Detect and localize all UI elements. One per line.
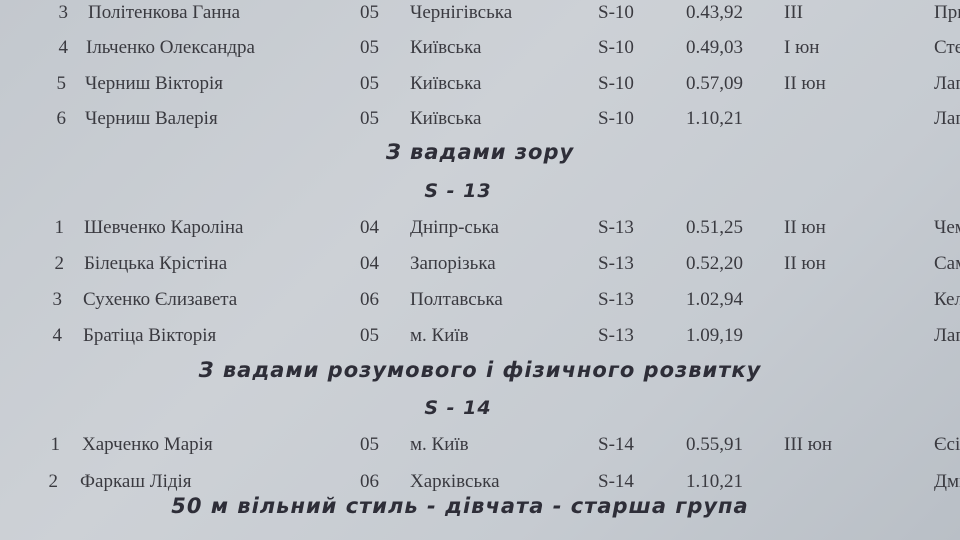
region: Чернігівська bbox=[410, 2, 513, 23]
region: Київська bbox=[410, 108, 482, 129]
athlete-name: Братіца Вікторія bbox=[83, 325, 217, 346]
section-heading: З вадами зору bbox=[385, 140, 575, 164]
birth-year: 05 bbox=[360, 325, 379, 346]
athlete-name: Черниш Вікторія bbox=[85, 73, 224, 94]
place-number: 1 bbox=[50, 434, 61, 455]
place-number: 1 bbox=[54, 217, 65, 238]
coach: Прим bbox=[934, 2, 960, 23]
athlete-name: Харченко Марія bbox=[82, 434, 213, 455]
time: 0.43,92 bbox=[686, 2, 743, 23]
coach: Само bbox=[934, 253, 960, 274]
time: 0.49,03 bbox=[686, 37, 743, 58]
time: 0.52,20 bbox=[686, 253, 743, 274]
coach: Дмит bbox=[934, 471, 960, 492]
class-heading: S - 13 bbox=[424, 180, 492, 202]
table-row: 2 Білецька Крістіна 04 Запорізька S-13 0.52,2… bbox=[0, 253, 960, 283]
place-number: 5 bbox=[56, 73, 67, 94]
region: Запорізька bbox=[410, 253, 496, 274]
class: S-14 bbox=[598, 434, 634, 455]
birth-year: 05 bbox=[360, 2, 379, 23]
place-number: 3 bbox=[58, 2, 69, 23]
table-row: 2 Фаркаш Лідія 06 Харківська S-14 1.10,21 Дмит bbox=[0, 471, 960, 501]
time: 1.10,21 bbox=[686, 108, 743, 129]
coach: Лагу bbox=[934, 73, 960, 94]
place-number: 4 bbox=[52, 325, 63, 346]
region: м. Київ bbox=[410, 325, 469, 346]
athlete-name: Сухенко Єлизавета bbox=[83, 289, 238, 310]
coach: Чеме bbox=[934, 217, 960, 238]
class: S-10 bbox=[598, 73, 634, 94]
birth-year: 04 bbox=[360, 253, 379, 274]
place-number: 3 bbox=[52, 289, 63, 310]
rank: I юн bbox=[784, 37, 820, 58]
next-section-heading: 50 м вільний стиль - дівчата - старша гр… bbox=[171, 494, 749, 518]
table-row: 3 Сухенко Єлизавета 06 Полтавська S-13 1.02,9… bbox=[0, 289, 960, 319]
athlete-name: Фаркаш Лідія bbox=[80, 471, 192, 492]
region: Харківська bbox=[410, 471, 500, 492]
time: 0.57,09 bbox=[686, 73, 743, 94]
place-number: 2 bbox=[54, 253, 65, 274]
class: S-13 bbox=[598, 325, 634, 346]
birth-year: 06 bbox=[360, 289, 379, 310]
birth-year: 06 bbox=[360, 471, 379, 492]
rank: II юн bbox=[784, 253, 826, 274]
section-heading: З вадами розумового і фізичного розвитку bbox=[198, 358, 762, 382]
time: 1.09,19 bbox=[686, 325, 743, 346]
table-row: 3 Політенкова Ганна 05 Чернігівська S-10 0.43… bbox=[0, 2, 960, 32]
birth-year: 05 bbox=[360, 73, 379, 94]
rank: II юн bbox=[784, 73, 826, 94]
class: S-13 bbox=[598, 289, 634, 310]
coach: Єсіпо bbox=[934, 434, 960, 455]
coach: Лагу bbox=[934, 108, 960, 129]
table-row: 4 Братіца Вікторія 05 м. Київ S-13 1.09,19 Лаг… bbox=[0, 325, 960, 355]
class: S-13 bbox=[598, 217, 634, 238]
place-number: 6 bbox=[56, 108, 67, 129]
time: 0.55,91 bbox=[686, 434, 743, 455]
region: м. Київ bbox=[410, 434, 469, 455]
class: S-10 bbox=[598, 108, 634, 129]
time: 1.02,94 bbox=[686, 289, 743, 310]
time: 1.10,21 bbox=[686, 471, 743, 492]
coach: Стел bbox=[934, 37, 960, 58]
place-number: 4 bbox=[58, 37, 69, 58]
rank: III юн bbox=[784, 434, 833, 455]
coach: Лагу bbox=[934, 325, 960, 346]
region: Полтавська bbox=[410, 289, 503, 310]
table-row: 5 Черниш Вікторія 05 Київська S-10 0.57,09 II … bbox=[0, 73, 960, 103]
region: Київська bbox=[410, 73, 482, 94]
class: S-13 bbox=[598, 253, 634, 274]
table-row: 4 Ільченко Олександра 05 Київська S-10 0.49,0… bbox=[0, 37, 960, 67]
birth-year: 05 bbox=[360, 434, 379, 455]
athlete-name: Білецька Крістіна bbox=[84, 253, 228, 274]
table-row: 1 Шевченко Кароліна 04 Дніпр-ська S-13 0.51,2… bbox=[0, 217, 960, 247]
region: Дніпр-ська bbox=[410, 217, 499, 238]
table-row: 6 Черниш Валерія 05 Київська S-10 1.10,21 Лагу bbox=[0, 108, 960, 138]
class: S-14 bbox=[598, 471, 634, 492]
region: Київська bbox=[410, 37, 482, 58]
time: 0.51,25 bbox=[686, 217, 743, 238]
athlete-name: Черниш Валерія bbox=[85, 108, 218, 129]
class-heading: S - 14 bbox=[424, 397, 492, 419]
rank: III bbox=[784, 2, 803, 23]
table-row: 1 Харченко Марія 05 м. Київ S-14 0.55,91 III ю… bbox=[0, 434, 960, 464]
birth-year: 05 bbox=[360, 37, 379, 58]
birth-year: 04 bbox=[360, 217, 379, 238]
athlete-name: Ільченко Олександра bbox=[86, 37, 255, 58]
rank: II юн bbox=[784, 217, 826, 238]
athlete-name: Політенкова Ганна bbox=[88, 2, 241, 23]
class: S-10 bbox=[598, 37, 634, 58]
coach: Келе bbox=[934, 289, 960, 310]
athlete-name: Шевченко Кароліна bbox=[84, 217, 244, 238]
place-number: 2 bbox=[48, 471, 59, 492]
class: S-10 bbox=[598, 2, 634, 23]
birth-year: 05 bbox=[360, 108, 379, 129]
